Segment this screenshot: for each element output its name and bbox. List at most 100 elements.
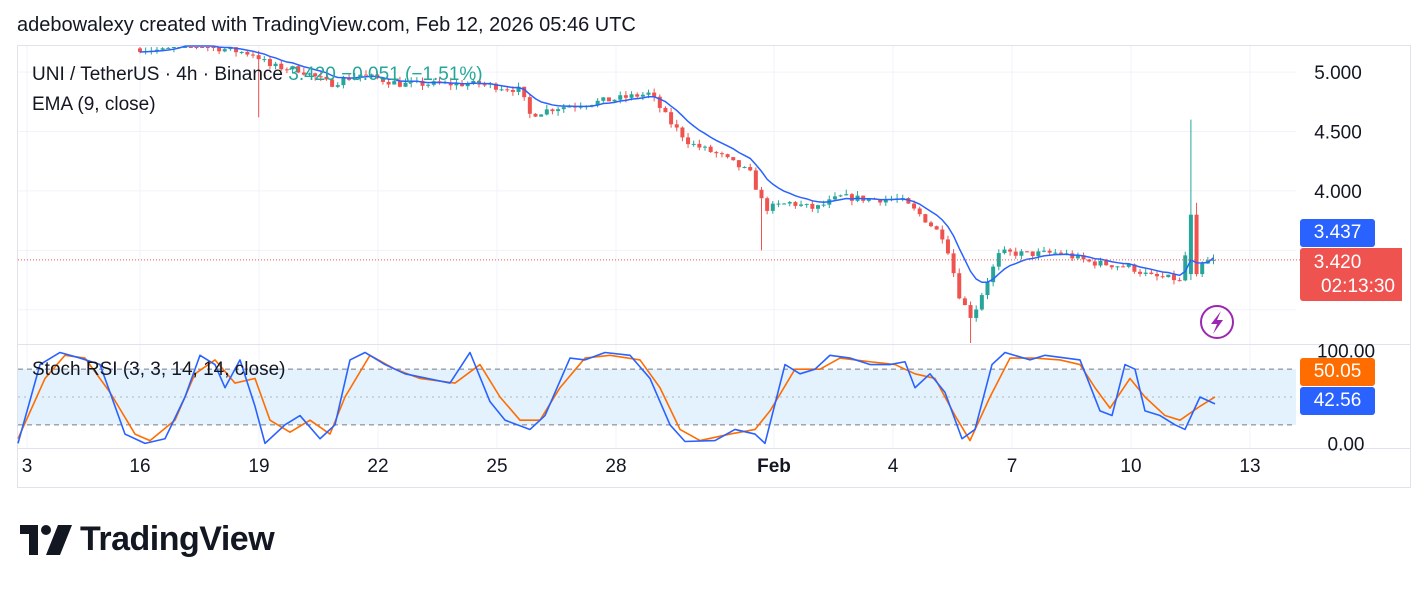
candle-body — [194, 47, 199, 48]
candle-body — [945, 239, 950, 254]
y-axis-tick-label: 4.500 — [1314, 123, 1362, 144]
candle-body — [335, 85, 340, 87]
candle-body — [527, 97, 532, 114]
candle-body — [313, 73, 318, 77]
candle-body — [640, 94, 645, 97]
candle-body — [183, 47, 188, 48]
candle-body — [686, 137, 691, 145]
candle-body — [426, 84, 431, 86]
candle-body — [205, 47, 210, 48]
candle-body — [759, 189, 764, 199]
candle-body — [245, 51, 250, 55]
candle-body — [697, 143, 702, 148]
candle-body — [985, 282, 990, 296]
candle-body — [782, 203, 787, 205]
candle-body — [267, 59, 272, 67]
tradingview-logo[interactable]: TradingView — [20, 520, 275, 559]
stoch-rsi-indicator-label[interactable]: Stoch RSI (3, 3, 14, 14, close) — [32, 359, 286, 380]
candle-body — [510, 89, 515, 92]
stoch-k-badge: 50.05 — [1300, 358, 1375, 386]
ema-value-badge: 3.437 — [1300, 219, 1375, 247]
last-price-badge: 3.420 02:13:30 — [1300, 248, 1402, 301]
candle-body — [1211, 259, 1216, 261]
symbol-title[interactable]: UNI / TetherUS · 4h · Binance — [32, 64, 283, 85]
candle-body — [832, 196, 837, 200]
candle-body — [601, 97, 606, 101]
candle-body — [849, 194, 854, 201]
candle-body — [1160, 276, 1165, 278]
chart-attribution: adebowalexy created with TradingView.com… — [17, 14, 636, 36]
candle-body — [962, 298, 967, 306]
candle-body — [736, 160, 741, 168]
candle-body — [154, 49, 159, 51]
candle-body — [719, 153, 724, 155]
candle-body — [595, 100, 600, 106]
candle-body — [567, 106, 572, 108]
candle-body — [765, 198, 770, 211]
x-axis-tick-label: 13 — [1239, 456, 1260, 477]
candle-body — [1126, 264, 1131, 267]
ema-line — [139, 45, 1214, 283]
candle-body — [838, 195, 843, 197]
candle-body — [397, 81, 402, 87]
candle-body — [578, 106, 583, 108]
candle-body — [866, 198, 871, 201]
candle-body — [1019, 251, 1024, 256]
candle-body — [979, 295, 984, 310]
candle-body — [330, 79, 335, 87]
candle-body — [996, 253, 1001, 267]
candle-body — [1075, 255, 1080, 259]
candle-body — [217, 47, 222, 52]
candle-body — [629, 94, 634, 98]
candle-body — [301, 72, 306, 75]
candle-body — [606, 97, 611, 102]
y-axis-tick-label: 5.000 — [1314, 63, 1362, 84]
candle-body — [646, 92, 651, 95]
candle-body — [561, 107, 566, 110]
candle-body — [251, 54, 255, 56]
candle-body — [878, 199, 883, 203]
candle-body — [369, 74, 374, 76]
price-change-quote: 3.420 −0.051 (−1.51%) — [288, 64, 483, 85]
ema-indicator-label[interactable]: EMA (9, close) — [32, 94, 156, 115]
candle-body — [239, 51, 244, 53]
candle-body — [262, 59, 267, 61]
candle-body — [234, 47, 239, 53]
candle-body — [816, 205, 820, 209]
candle-body — [623, 95, 628, 98]
candle-body — [211, 47, 216, 48]
chart-frame[interactable] — [17, 45, 1411, 488]
x-axis-tick-label: 7 — [1007, 456, 1018, 477]
candle-body — [1058, 252, 1063, 254]
candle-body — [284, 69, 289, 71]
candle-body — [844, 194, 849, 196]
candle-body — [448, 82, 453, 86]
candle-body — [347, 78, 352, 80]
candle-body — [742, 167, 747, 169]
candle-body — [1008, 249, 1013, 252]
candle-body — [1138, 271, 1143, 274]
x-axis-tick-label: 28 — [605, 456, 626, 477]
tradingview-logo-icon — [20, 524, 72, 555]
candle-body — [618, 95, 623, 100]
candle-body — [499, 89, 504, 91]
candle-body — [674, 124, 679, 128]
candle-body — [934, 226, 939, 230]
x-axis-tick-label: 3 — [22, 456, 33, 477]
candle-body — [1098, 260, 1103, 266]
candle-body — [657, 96, 662, 108]
x-axis-tick-label: 25 — [486, 456, 507, 477]
candle-body — [188, 47, 193, 48]
candle-body — [1070, 253, 1075, 259]
candle-body — [166, 47, 171, 49]
candle-body — [708, 146, 713, 153]
candle-body — [731, 157, 736, 161]
candle-body — [968, 305, 973, 318]
candle-body — [550, 109, 555, 112]
stoch-d-badge: 42.56 — [1300, 387, 1375, 415]
candle-body — [1081, 255, 1086, 260]
candle-body — [1042, 250, 1046, 252]
candle-body — [341, 78, 346, 86]
lightning-alert-icon[interactable] — [1200, 305, 1234, 339]
